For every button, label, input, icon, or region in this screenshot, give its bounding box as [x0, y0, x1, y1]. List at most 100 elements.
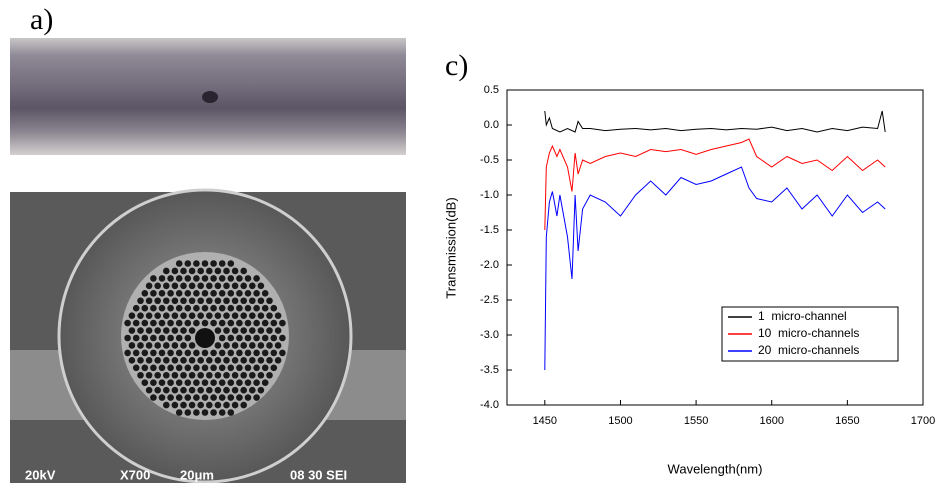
air-hole: [175, 304, 183, 312]
air-hole: [167, 275, 174, 282]
air-hole: [261, 334, 269, 342]
air-hole: [214, 401, 222, 409]
air-hole: [270, 349, 278, 357]
air-hole: [227, 409, 235, 416]
air-hole: [253, 334, 260, 342]
x-tick-label: 1650: [835, 415, 859, 427]
air-hole: [236, 275, 243, 282]
air-hole: [270, 319, 278, 327]
air-hole: [141, 304, 149, 312]
air-hole: [227, 349, 235, 357]
air-hole: [180, 267, 187, 275]
air-hole: [197, 312, 204, 319]
air-hole: [231, 371, 239, 379]
air-hole: [171, 342, 179, 349]
air-hole: [210, 379, 217, 387]
air-hole: [141, 290, 149, 297]
air-hole: [253, 290, 260, 297]
air-hole: [223, 267, 230, 275]
air-hole: [180, 357, 187, 364]
air-hole: [240, 357, 247, 364]
air-hole: [231, 327, 239, 334]
air-hole: [154, 357, 161, 364]
air-hole: [227, 304, 235, 312]
air-hole: [201, 275, 209, 282]
air-hole: [197, 386, 204, 394]
air-hole: [150, 364, 157, 372]
panel-label: a): [30, 3, 53, 36]
air-hole: [163, 371, 170, 379]
air-hole: [257, 386, 265, 394]
air-hole: [154, 312, 161, 319]
air-hole: [150, 304, 157, 312]
air-hole: [214, 386, 222, 394]
air-hole: [171, 312, 179, 319]
air-hole: [175, 319, 183, 327]
air-hole: [236, 290, 243, 297]
air-hole: [145, 282, 153, 290]
air-hole: [253, 394, 260, 401]
air-hole: [240, 327, 247, 334]
air-hole: [141, 334, 149, 342]
air-hole: [261, 364, 269, 372]
air-hole: [188, 327, 196, 334]
air-hole: [253, 319, 260, 327]
air-hole: [214, 357, 222, 364]
air-hole: [240, 401, 247, 409]
y-tick-label: -3.0: [480, 329, 499, 341]
air-hole: [257, 357, 265, 364]
air-hole: [261, 319, 269, 327]
air-hole: [175, 260, 183, 267]
air-hole: [206, 357, 213, 364]
air-hole: [197, 282, 204, 290]
air-hole: [227, 319, 235, 327]
air-hole: [218, 275, 226, 282]
air-hole: [236, 364, 243, 372]
air-hole: [206, 312, 213, 319]
x-tick-label: 1700: [911, 415, 935, 427]
air-hole: [244, 364, 252, 372]
air-hole: [193, 290, 200, 297]
air-hole: [171, 327, 179, 334]
air-hole: [240, 342, 247, 349]
air-hole: [240, 371, 247, 379]
air-hole: [201, 379, 209, 387]
air-hole: [257, 371, 265, 379]
air-hole: [193, 379, 200, 387]
air-hole: [171, 401, 179, 409]
air-hole: [266, 312, 273, 319]
air-hole: [171, 282, 179, 290]
air-hole: [206, 282, 213, 290]
air-hole: [141, 364, 149, 372]
air-hole: [227, 334, 235, 342]
air-hole: [270, 334, 278, 342]
air-hole: [145, 312, 153, 319]
air-hole: [150, 394, 157, 401]
defect: [202, 91, 218, 103]
air-hole: [145, 327, 153, 334]
air-hole: [240, 297, 247, 305]
air-hole: [180, 312, 187, 319]
air-hole: [279, 334, 286, 342]
air-hole: [223, 386, 230, 394]
air-hole: [201, 364, 209, 372]
air-hole: [253, 304, 260, 312]
air-hole: [261, 379, 269, 387]
air-hole: [223, 401, 230, 409]
air-hole: [244, 290, 252, 297]
air-hole: [193, 304, 200, 312]
air-hole: [141, 319, 149, 327]
air-hole: [274, 312, 282, 319]
air-hole: [206, 401, 213, 409]
air-hole: [231, 342, 239, 349]
air-hole: [253, 275, 260, 282]
sem-info: 08 30 SEI: [290, 467, 347, 482]
air-hole: [206, 297, 213, 305]
air-hole: [154, 371, 161, 379]
air-hole: [150, 379, 157, 387]
air-hole: [266, 342, 273, 349]
air-hole: [188, 297, 196, 305]
air-hole: [145, 357, 153, 364]
air-hole: [249, 386, 256, 394]
air-hole: [197, 267, 204, 275]
